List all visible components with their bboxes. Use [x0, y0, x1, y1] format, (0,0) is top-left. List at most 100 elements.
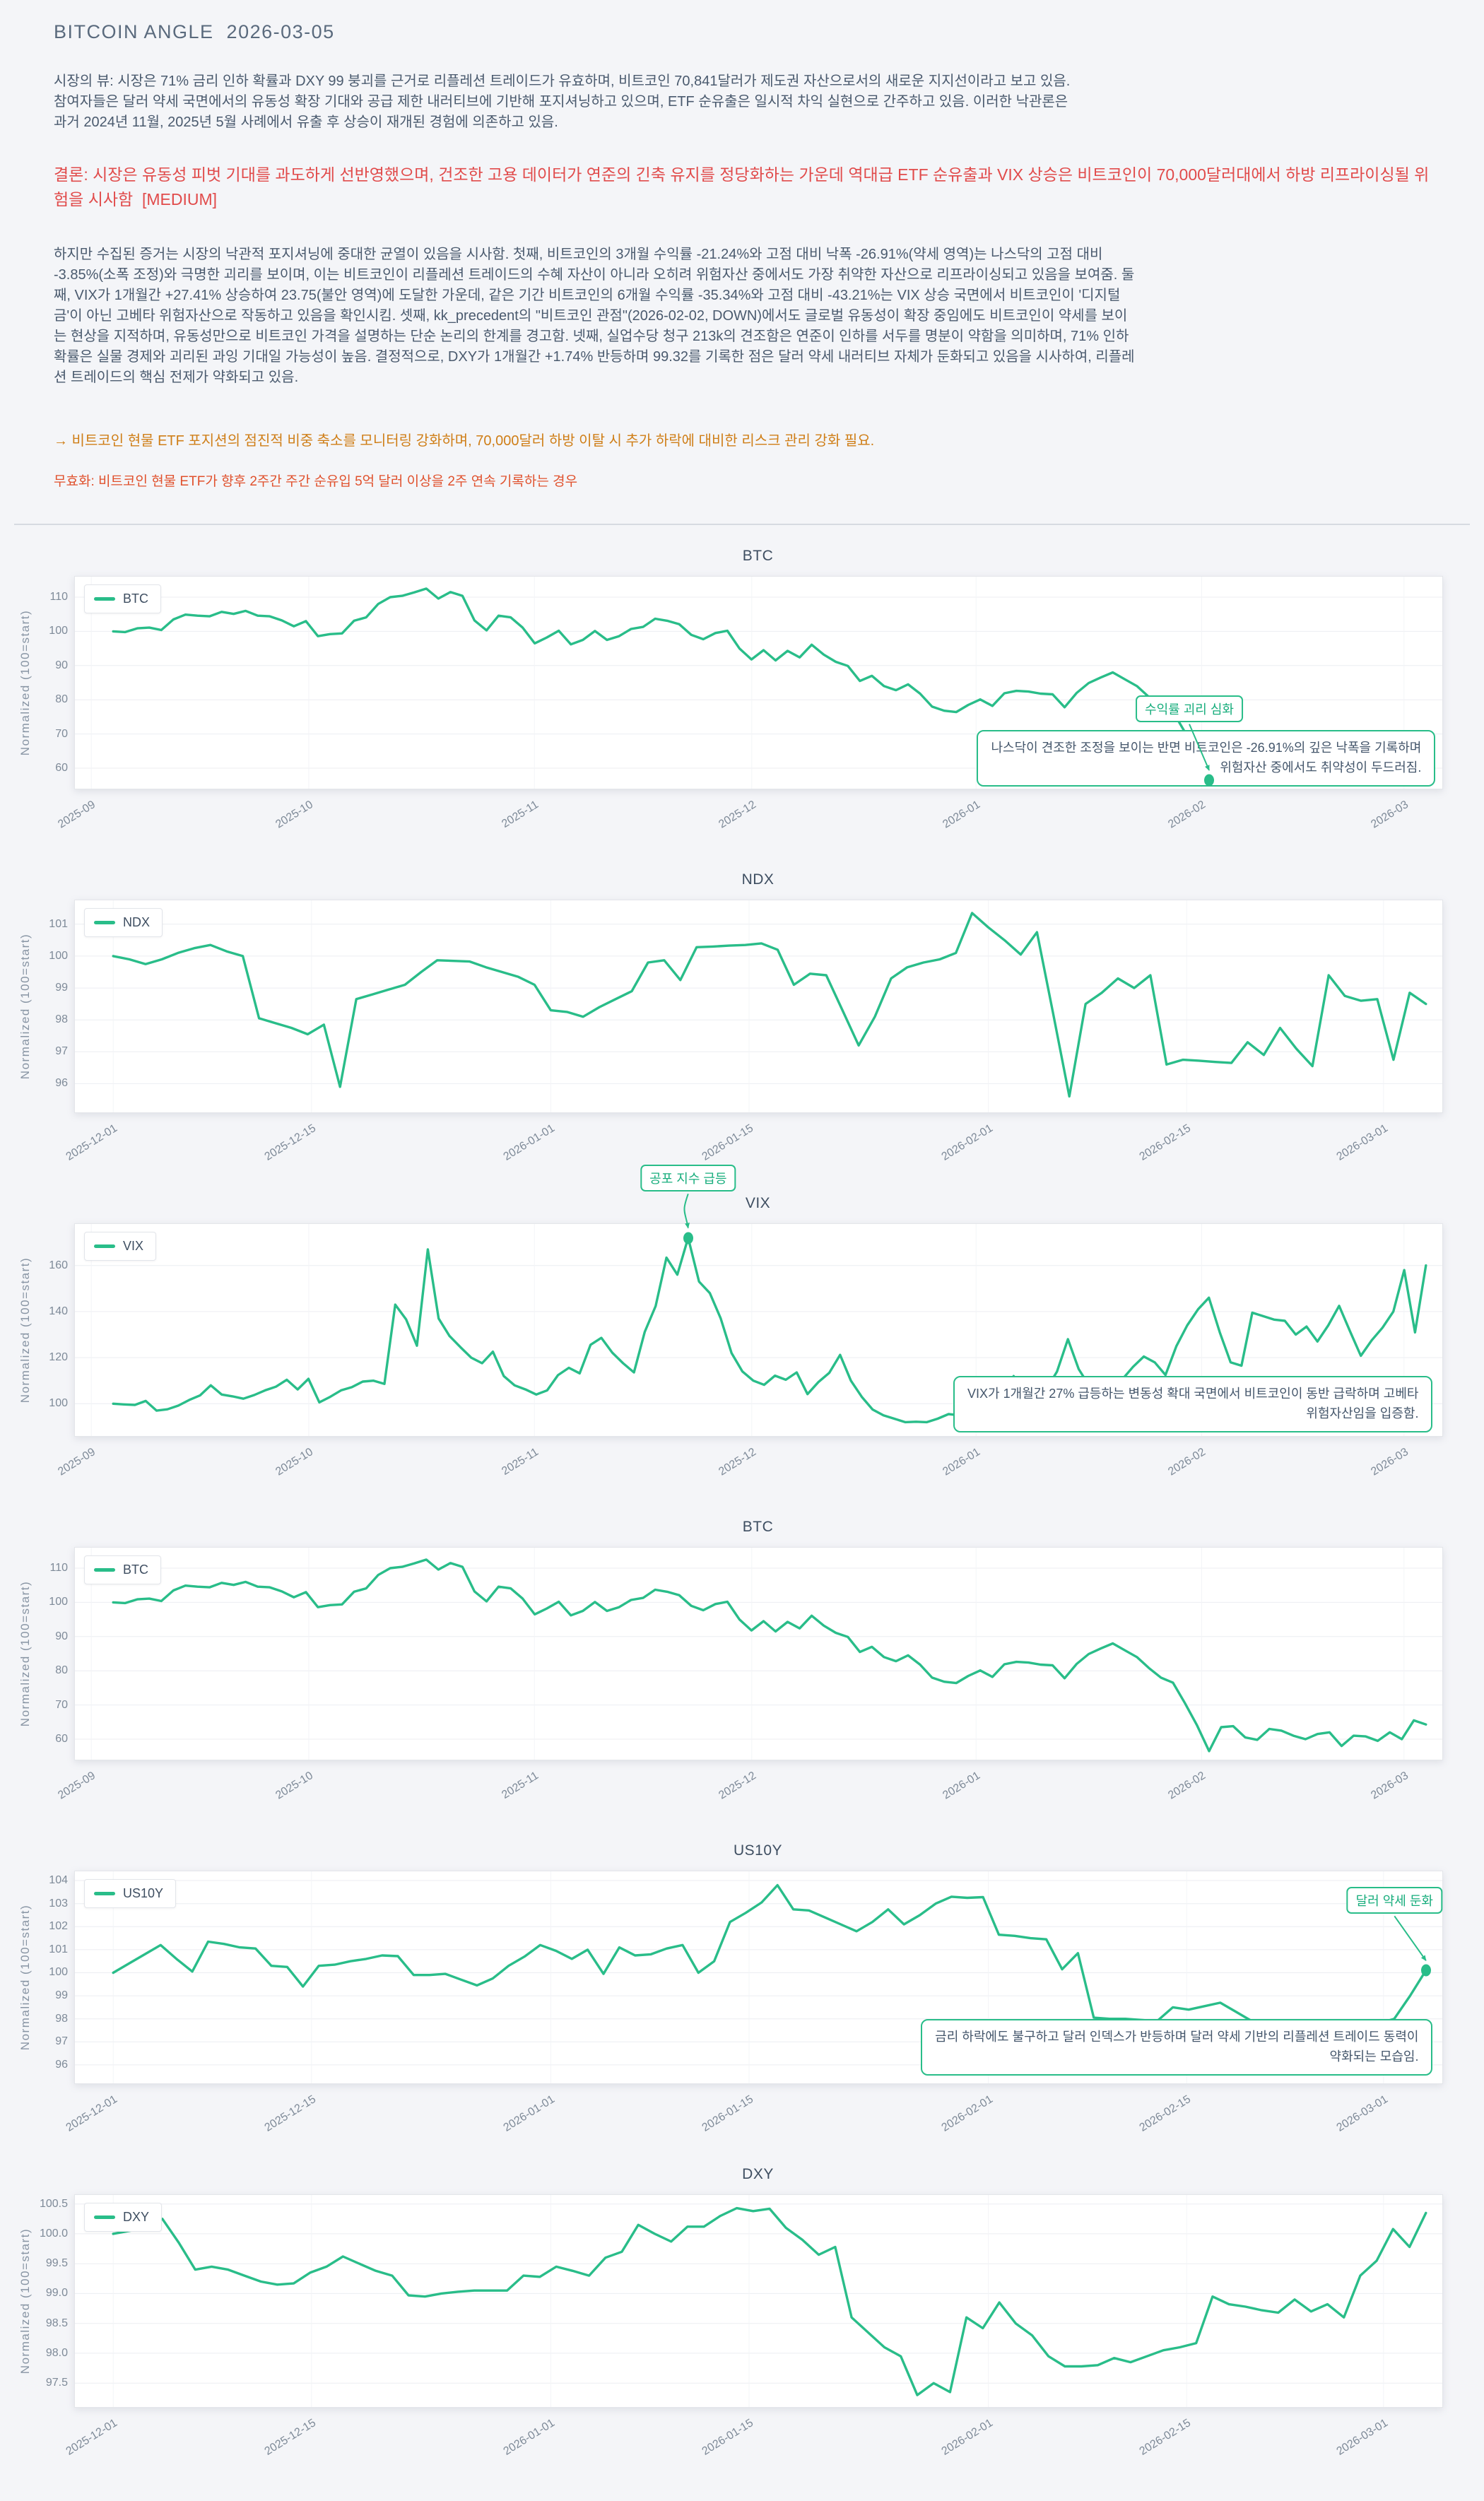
y-tick-label: 60 [55, 1732, 68, 1745]
y-axis-label: Normalized (100=start) [18, 933, 32, 1080]
y-tick-label: 99.0 [45, 2287, 68, 2300]
plot-area-us10y: Normalized (100=start) 96 97 98 99 100 101 102 1… [18, 1871, 1443, 2134]
x-tick-label: 2026-02 [1166, 1446, 1208, 1478]
plot-area-btc-annotated: Normalized (100=start) 60 70 80 90 100 110 2025… [18, 576, 1443, 831]
annotation-note: VIX가 1개월간 27% 급등하는 변동성 확대 국면에서 비트코인이 동반 … [953, 1376, 1433, 1433]
plot-area-vix: Normalized (100=start) 100 120 140 160 2025-0… [18, 1165, 1443, 1478]
y-tick-label: 70 [55, 1698, 68, 1711]
x-tick-label: 2026-02-15 [1137, 1122, 1194, 1163]
chart-title: NDX [741, 871, 775, 888]
y-tick-label: 103 [49, 1897, 68, 1909]
market-view-paragraph: 시장의 뷰: 시장은 71% 금리 인하 확률과 DXY 99 붕괴를 근거로 … [54, 73, 1071, 130]
conclusion-paragraph: 결론: 시장은 유동성 피벗 기대를 과도하게 선반영했으며, 건조한 고용 데… [54, 165, 1430, 208]
x-tick-label: 2025-11 [500, 1446, 541, 1478]
y-tick-label: 80 [55, 1664, 68, 1677]
legend[interactable]: BTC [84, 1555, 161, 1584]
action-note: → 비트코인 현물 ETF 포지션의 점진적 비중 축소를 모니터링 강화하며,… [54, 433, 875, 449]
chart-title: BTC [742, 548, 774, 564]
annotation-dot [1420, 1964, 1431, 1977]
x-tick-label: 2026-02 [1166, 1770, 1208, 1802]
annotation-dot [683, 1232, 693, 1244]
y-tick-label: 70 [55, 727, 68, 740]
line-series-BTC [112, 1558, 1427, 1753]
legend-line-swatch [94, 597, 115, 601]
y-tick-label: 100 [49, 949, 68, 962]
x-tick-label: 2025-12-01 [64, 1122, 120, 1163]
section-divider [14, 524, 1470, 525]
y-tick-label: 100.0 [39, 2227, 68, 2240]
annotation-note-line: 위험자산 중에서도 취약성이 두드러짐. [1220, 760, 1422, 775]
x-tick-label: 2025-12-01 [64, 2093, 120, 2134]
x-tick-label: 2026-02-15 [1137, 2417, 1194, 2458]
legend-label: VIX [123, 1239, 144, 1253]
x-tick-label: 2026-02-01 [939, 2093, 995, 2134]
chart-dxy: DXY Normalized (100=start) 97.5 98.0 98.5 99.… [0, 2156, 1484, 2480]
evidence-paragraph: 하지만 수집된 증거는 시장의 낙관적 포지셔닝에 중대한 균열이 있음을 시사… [54, 247, 1135, 385]
x-tick-label: 2025-12-15 [262, 1122, 318, 1163]
y-tick-label: 97.5 [45, 2377, 68, 2389]
y-tick-label: 97 [55, 1045, 68, 1058]
y-tick-label: 100 [49, 1966, 68, 1979]
x-tick-label: 2025-09 [56, 799, 98, 831]
x-tick-label: 2025-09 [56, 1446, 98, 1478]
x-tick-label: 2026-03-01 [1334, 2417, 1390, 2458]
y-axis-label: Normalized (100=start) [18, 1580, 32, 1727]
plot-canvas [75, 1871, 1442, 2083]
y-tick-label: 101 [49, 917, 68, 930]
y-tick-label: 97 [55, 2035, 68, 2048]
legend[interactable]: VIX [84, 1232, 157, 1261]
plot-area-ndx: Normalized (100=start) 96 97 98 99 100 101 2025… [18, 900, 1443, 1163]
annotation-note-line: 약화되는 모습임. [1329, 2049, 1419, 2064]
annotation-callout: 달러 약세 둔화 [1346, 1887, 1442, 1914]
chart-us10y: US10Y Normalized (100=start) 96 97 98 99 100 10… [0, 1832, 1484, 2156]
legend[interactable]: US10Y [84, 1879, 177, 1908]
legend[interactable]: NDX [84, 908, 163, 937]
x-tick-label: 2026-01-15 [700, 2417, 755, 2458]
y-axis-label: Normalized (100=start) [18, 609, 32, 756]
plot-area-dxy: Normalized (100=start) 97.5 98.0 98.5 99.0 99… [18, 2194, 1443, 2458]
annotation-dot [1204, 774, 1215, 787]
legend[interactable]: BTC [84, 584, 161, 613]
y-tick-label: 90 [55, 659, 68, 671]
annotation-note-line: 위험자산임을 입증함. [1306, 1406, 1419, 1421]
plot-canvas [75, 900, 1442, 1112]
legend[interactable]: DXY [84, 2203, 163, 2232]
line-series-DXY [112, 2206, 1427, 2396]
legend-label: US10Y [123, 1886, 164, 1900]
y-tick-label: 98 [55, 1013, 68, 1026]
line-series-NDX [112, 912, 1427, 1098]
chart-btc-annotated: BTC Normalized (100=start) 60 70 80 90 100 110 2… [0, 538, 1484, 861]
x-tick-label: 2025-12-15 [262, 2417, 318, 2458]
x-tick-label: 2026-01-01 [501, 2093, 558, 2134]
y-tick-label: 100.5 [39, 2197, 68, 2210]
y-tick-label: 80 [55, 693, 68, 706]
report-header: BITCOIN ANGLE 2026-03-05 시장의 뷰: 시장은 71% … [0, 0, 1484, 490]
y-tick-label: 110 [49, 1562, 68, 1575]
y-tick-label: 160 [49, 1259, 68, 1271]
invalidation-note: 무효화: 비트코인 현물 ETF가 향후 2주간 주간 순유입 5억 달러 이상… [54, 474, 578, 489]
y-tick-label: 99 [55, 1989, 68, 2002]
legend-label: BTC [123, 592, 148, 606]
y-tick-label: 100 [49, 1397, 68, 1410]
x-tick-label: 2026-01 [941, 1770, 983, 1802]
legend-label: BTC [123, 1563, 148, 1577]
x-tick-label: 2026-03 [1369, 799, 1411, 831]
plot-canvas [75, 2195, 1442, 2407]
y-axis-label: Normalized (100=start) [18, 2228, 32, 2375]
y-axis-label: Normalized (100=start) [18, 1257, 32, 1403]
annotation-callout: 수익률 괴리 심화 [1136, 695, 1243, 722]
x-tick-label: 2026-01 [941, 1446, 983, 1478]
y-tick-label: 101 [49, 1943, 68, 1955]
x-tick-label: 2026-03-01 [1334, 2093, 1390, 2134]
x-tick-label: 2025-11 [500, 1770, 541, 1801]
y-tick-label: 99.5 [45, 2257, 68, 2270]
x-tick-label: 2026-01-01 [501, 2417, 558, 2458]
y-axis-label: Normalized (100=start) [18, 1904, 32, 2051]
x-tick-label: 2025-10 [273, 799, 315, 831]
chart-title: US10Y [733, 1842, 783, 1859]
x-tick-label: 2025-12 [717, 1770, 758, 1802]
chart-btc-plain: BTC Normalized (100=start) 60 70 80 90 100 110 2… [0, 1509, 1484, 1832]
y-tick-label: 60 [55, 761, 68, 774]
y-tick-label: 140 [49, 1305, 68, 1317]
